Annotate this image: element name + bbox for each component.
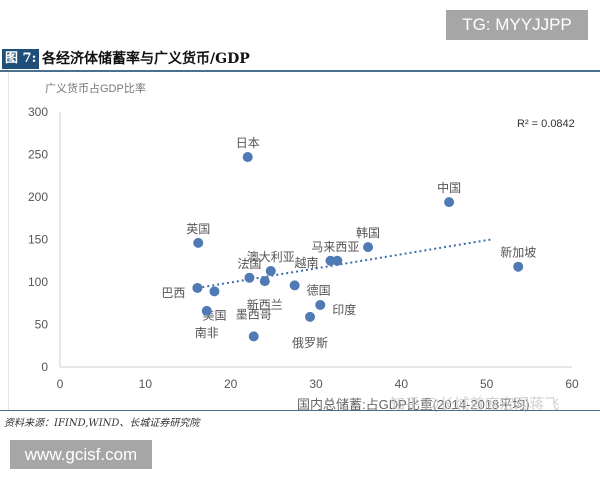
y-tick-label: 100 [28,275,48,289]
point-marker [193,237,204,248]
y-tick-label: 200 [28,190,48,204]
data-point: 越南 [294,255,336,270]
point-label: 中国 [437,180,461,195]
point-label: 马来西亚 [311,240,359,254]
point-marker [289,280,300,291]
data-point: 南非 [195,305,219,340]
point-label: 新加坡 [500,245,536,260]
y-tick-label: 150 [28,233,48,247]
y-tick-label: 250 [28,148,48,162]
data-point: 俄罗斯 [292,311,328,350]
point-label: 巴西 [161,286,185,300]
y-tick-label: 0 [41,360,48,374]
point-label: 新西兰 [247,297,283,312]
y-tick-label: 300 [28,105,48,119]
zhihu-watermark: 知乎 @长城首席宏观蒋飞 [390,396,559,413]
x-tick-label: 20 [224,377,238,391]
point-marker [363,242,374,253]
point-label: 印度 [332,302,356,317]
data-point: 澳大利亚 [247,250,295,276]
data-point: 巴西 [161,282,203,300]
point-marker [513,261,524,272]
data-point: 法国 [237,257,261,283]
point-label: 越南 [294,255,318,270]
y-tick-label: 50 [35,318,49,332]
data-point: 英国 [186,222,210,248]
tg-watermark: TG: MYYJJPP [446,10,588,40]
point-marker [325,255,336,266]
point-marker [259,276,270,287]
point-marker [192,282,203,293]
x-tick-label: 50 [480,377,494,391]
x-tick-label: 10 [139,377,153,391]
x-axis-title: 国内总储蓄:占GDP比重(2014-2018平均) [297,397,530,412]
data-point: 中国 [437,180,461,208]
point-label: 法国 [237,257,261,271]
point-marker [242,152,253,163]
figure-number: 图 7: [2,49,40,69]
data-point: 新西兰 [247,276,283,312]
y-tick-labels: 0 50 100 150 200 250 300 [28,105,48,374]
x-tick-label: 30 [309,377,323,391]
point-marker [315,299,326,310]
point-marker [305,311,316,322]
source-note: 资料来源：IFIND,WIND、长城证券研究院 [4,418,200,429]
point-label: 德国 [307,282,331,297]
data-point: 新加坡 [500,245,536,272]
point-label: 俄罗斯 [292,336,328,350]
point-label: 英国 [186,222,210,236]
data-point: 印度 [315,299,356,317]
data-point: 墨西哥 [236,307,272,342]
point-marker [265,265,276,276]
figure-title: 各经济体储蓄率与广义货币/GDP [42,51,250,67]
data-point: 韩国 [356,225,380,253]
x-tick-label: 0 [57,377,64,391]
point-label: 澳大利亚 [247,250,295,264]
bottom-rule [0,410,600,411]
point-label: 韩国 [356,225,380,240]
r-squared-label: R² = 0.0842 [517,118,575,130]
chart-frame [8,72,600,410]
site-watermark: www.gcisf.com [10,440,152,469]
data-point: 美国 [202,286,226,322]
data-point: 德国 [289,280,331,297]
point-marker [209,286,220,297]
data-point: 日本 [236,136,260,163]
point-label: 南非 [195,325,219,340]
point-marker [444,197,455,208]
point-marker [201,305,212,316]
point-marker [244,272,255,283]
point-label: 墨西哥 [236,307,272,321]
x-tick-labels: 0 10 20 30 40 50 60 [57,377,579,391]
point-label: 日本 [236,136,260,150]
x-tick-label: 60 [565,377,579,391]
y-axis-title: 广义货币占GDP比率 [45,81,146,95]
figure-header: 图 7: 各经济体储蓄率与广义货币/GDP [0,48,600,72]
point-marker [248,331,259,342]
x-tick-label: 40 [395,377,409,391]
